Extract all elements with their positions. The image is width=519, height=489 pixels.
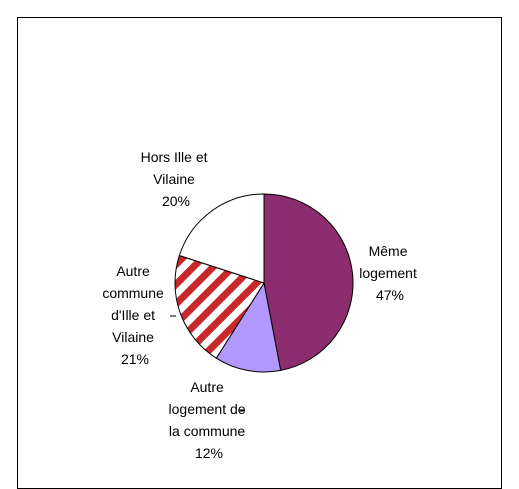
slice-label-hors-ille-vilaine: Hors Ille et Vilaine 20%	[141, 149, 212, 209]
slice-label-meme-logement: Même logement 47%	[359, 243, 420, 303]
slice-autre-commune-ille-vilaine	[174, 254, 265, 359]
slice-label-autre-commune-ille-vilaine: Autre commune d'Ille et Vilaine 21%	[102, 263, 167, 367]
pie-slices	[174, 193, 354, 373]
leader-lines	[170, 315, 245, 412]
pie-labels: Même logement 47% Autre logement de la c…	[102, 149, 420, 461]
slice-hors-ille-vilaine	[178, 193, 265, 284]
slice-autre-logement-commune	[215, 281, 282, 373]
slice-label-autre-logement-commune: Autre logement de la commune 12%	[169, 379, 250, 461]
slice-meme-logement	[263, 193, 354, 372]
